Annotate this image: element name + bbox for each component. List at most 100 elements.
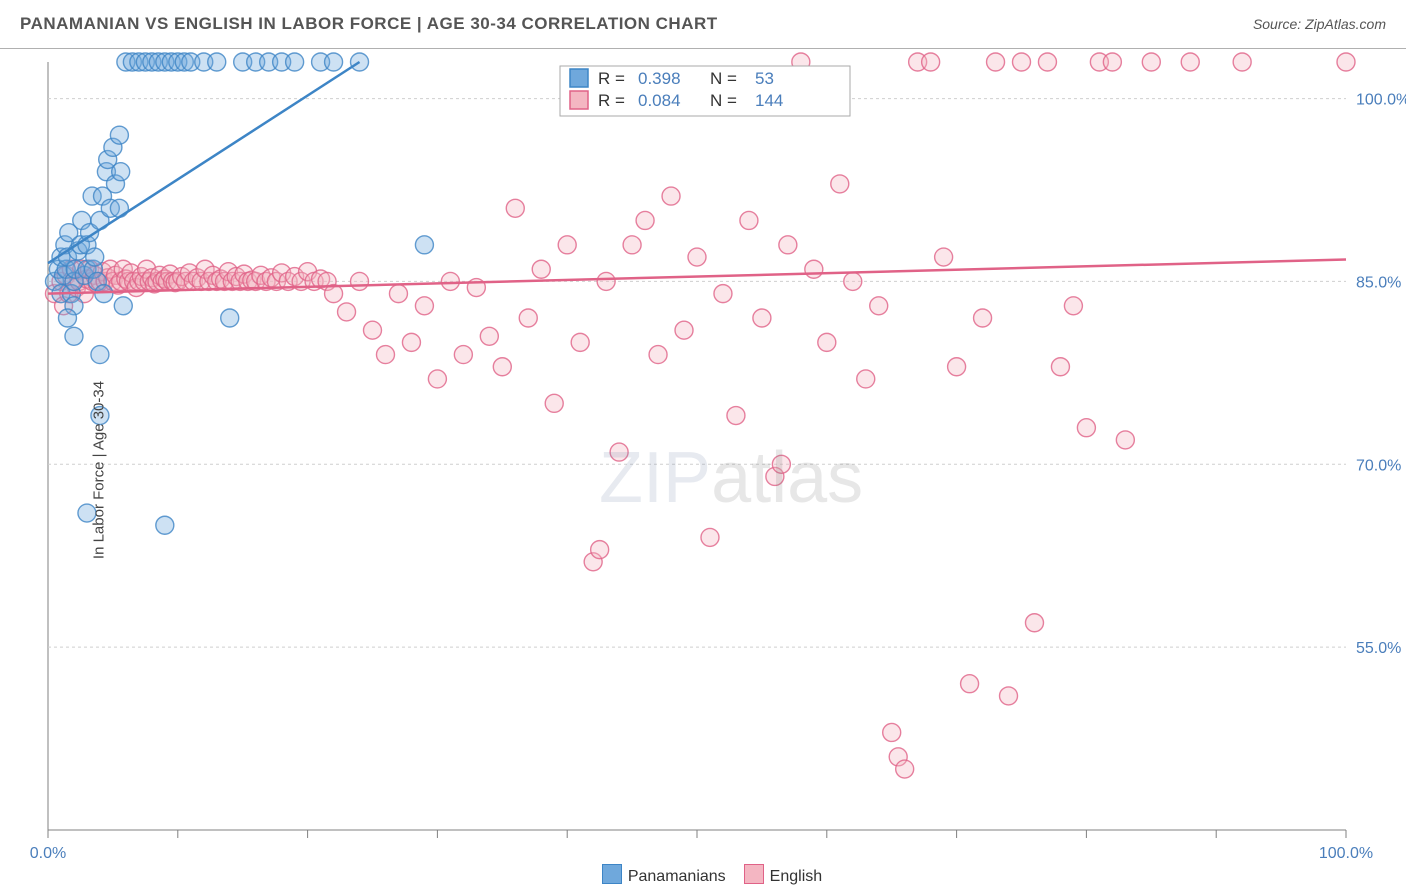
panamanians-point <box>415 236 433 254</box>
scatter-plot: 55.0% 70.0% 85.0% 100.0% 0.0% 100.0% R = 0.398 N… <box>0 48 1406 892</box>
svg-text:0.0%: 0.0% <box>30 845 66 862</box>
legend-label: English <box>770 868 822 885</box>
english-point <box>338 303 356 321</box>
svg-text:144: 144 <box>755 91 783 110</box>
english-point <box>1337 53 1355 71</box>
panamanians-point <box>325 53 343 71</box>
panamanians-point <box>208 53 226 71</box>
panamanians-point <box>58 309 76 327</box>
english-point <box>883 723 901 741</box>
panamanians-point <box>156 516 174 534</box>
correlation-legend: R = 0.398 N = 53 R = 0.084 N = 144 <box>560 66 850 116</box>
chart-title: PANAMANIAN VS ENGLISH IN LABOR FORCE | A… <box>20 14 718 34</box>
english-point <box>376 346 394 364</box>
english-point <box>1064 297 1082 315</box>
english-point <box>753 309 771 327</box>
panamanians-point <box>221 309 239 327</box>
svg-text:55.0%: 55.0% <box>1356 640 1401 657</box>
english-point <box>1181 53 1199 71</box>
chart-area: In Labor Force | Age 30-34 55.0% 70.0% 85.… <box>0 48 1406 892</box>
english-point <box>649 346 667 364</box>
english-point <box>351 272 369 290</box>
english-point <box>779 236 797 254</box>
english-point <box>428 370 446 388</box>
english-point <box>558 236 576 254</box>
english-point <box>857 370 875 388</box>
chart-source: Source: ZipAtlas.com <box>1253 16 1386 32</box>
english-point <box>591 541 609 559</box>
english-point <box>636 211 654 229</box>
panamanians-point <box>114 297 132 315</box>
english-point <box>415 297 433 315</box>
english-point <box>805 260 823 278</box>
english-point <box>688 248 706 266</box>
english-point <box>1142 53 1160 71</box>
english-point <box>935 248 953 266</box>
svg-text:N =: N = <box>710 69 737 88</box>
panamanians-point <box>91 346 109 364</box>
english-point <box>987 53 1005 71</box>
svg-text:85.0%: 85.0% <box>1356 274 1401 291</box>
english-point <box>714 285 732 303</box>
panamanians-point <box>65 327 83 345</box>
english-point <box>740 211 758 229</box>
english-point <box>545 394 563 412</box>
english-point <box>701 528 719 546</box>
english-point <box>610 443 628 461</box>
svg-text:100.0%: 100.0% <box>1356 92 1406 109</box>
english-point <box>1038 53 1056 71</box>
english-point <box>597 272 615 290</box>
legend-swatch <box>602 864 622 884</box>
english-point <box>532 260 550 278</box>
english-point <box>1025 614 1043 632</box>
panamanians-point <box>95 285 113 303</box>
english-point <box>896 760 914 778</box>
english-point <box>974 309 992 327</box>
legend-label: Panamanians <box>628 868 726 885</box>
panamanians-point <box>286 53 304 71</box>
english-point <box>818 333 836 351</box>
svg-text:53: 53 <box>755 69 774 88</box>
english-point <box>571 333 589 351</box>
english-point <box>1051 358 1069 376</box>
english-point <box>870 297 888 315</box>
panamanians-point <box>110 126 128 144</box>
english-point <box>480 327 498 345</box>
english-point <box>623 236 641 254</box>
svg-text:70.0%: 70.0% <box>1356 457 1401 474</box>
english-point <box>506 199 524 217</box>
panamanians-point <box>112 163 130 181</box>
panamanians-point <box>110 199 128 217</box>
english-point <box>1013 53 1031 71</box>
english-point <box>1077 419 1095 437</box>
svg-text:N =: N = <box>710 91 737 110</box>
english-point <box>922 53 940 71</box>
english-point <box>675 321 693 339</box>
y-axis-label: In Labor Force | Age 30-34 <box>91 381 108 559</box>
svg-text:R =: R = <box>598 91 625 110</box>
english-point <box>948 358 966 376</box>
svg-text:0.084: 0.084 <box>638 91 681 110</box>
legend-swatch <box>744 864 764 884</box>
svg-text:R =: R = <box>598 69 625 88</box>
english-point <box>493 358 511 376</box>
english-point <box>772 455 790 473</box>
english-point <box>1103 53 1121 71</box>
english-point <box>519 309 537 327</box>
english-point <box>1000 687 1018 705</box>
english-point <box>389 285 407 303</box>
english-point <box>441 272 459 290</box>
svg-text:0.398: 0.398 <box>638 69 681 88</box>
english-point <box>662 187 680 205</box>
english-point <box>1233 53 1251 71</box>
panamanians-point <box>86 248 104 266</box>
english-point <box>402 333 420 351</box>
svg-text:100.0%: 100.0% <box>1319 845 1373 862</box>
english-point <box>831 175 849 193</box>
english-point <box>727 407 745 425</box>
english-point <box>1116 431 1134 449</box>
bottom-legend: Panamanians English <box>0 864 1406 886</box>
english-point <box>454 346 472 364</box>
english-point <box>364 321 382 339</box>
english-point <box>961 675 979 693</box>
